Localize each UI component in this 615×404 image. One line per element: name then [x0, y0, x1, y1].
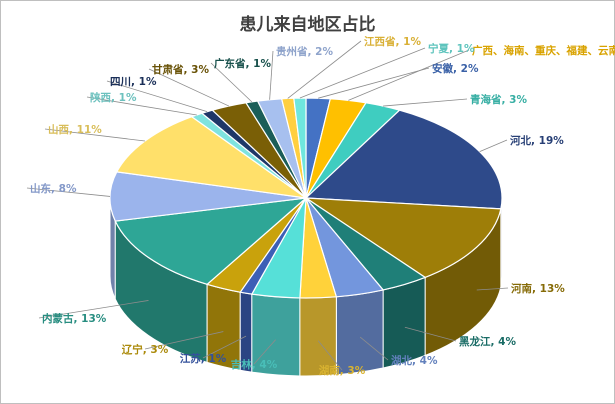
leader-line [44, 128, 146, 142]
slice-label: 贵州省, 2% [276, 45, 333, 58]
slice-label: 宁夏, 1% [428, 42, 475, 55]
leader-line [106, 80, 208, 113]
slice-label: 江西省, 1% [364, 35, 421, 48]
slice-label: 安徽, 2% [432, 62, 479, 75]
leader-line [144, 331, 224, 350]
slice-label: 辽宁, 3% [122, 343, 169, 356]
leader-line [202, 335, 247, 359]
leader-line [318, 67, 430, 99]
pie-slice-12 [114, 197, 308, 286]
slice-label: 山东, 8% [30, 182, 77, 195]
leader-line [404, 326, 457, 342]
slice-label: 内蒙古, 13% [42, 312, 107, 325]
slice-label: 广东省, 1% [214, 57, 271, 70]
slice-side [335, 289, 384, 376]
pie-slice-14 [115, 116, 307, 199]
pie-slice-5 [303, 197, 502, 279]
leader-line [299, 47, 426, 99]
leader-line [253, 339, 276, 365]
slice-label: 湖北, 4% [391, 354, 438, 367]
slice-label: 吉林, 4% [231, 358, 278, 371]
leader-line [383, 98, 468, 107]
pie-top-faces [109, 97, 503, 299]
pie-side-walls [109, 197, 503, 377]
slice-label: 黑龙江, 4% [459, 335, 516, 348]
leader-line [269, 50, 274, 100]
slice-label: 山西, 11% [48, 123, 102, 136]
slice-label: 河南, 13% [511, 282, 565, 295]
slice-label: 青海省, 3% [470, 93, 527, 106]
leader-line [348, 49, 470, 101]
leader-line [26, 187, 111, 197]
leader-line [210, 62, 253, 103]
leader-line [317, 340, 343, 371]
leader-line [359, 336, 389, 361]
slice-label: 江苏, 1% [180, 352, 227, 365]
leader-line [148, 68, 230, 107]
slice-label: 甘肃省, 3% [152, 63, 209, 76]
leader-line [38, 300, 149, 319]
slice-label: 四川, 1% [110, 76, 157, 88]
leader-line [476, 287, 509, 291]
slice-label: 广西、海南、重庆、福建、云南、浙江, 3% [472, 44, 615, 57]
slice-labels: 安徽, 2% 广西、海南、重庆、福建、云南、浙江, 3% 青海省, 3% 河北, 19… [30, 35, 615, 377]
chart-title: 患儿来自地区占比 [239, 15, 376, 35]
leader-line [287, 40, 362, 99]
leader-line [86, 96, 197, 116]
slice-label: 陕西, 1% [90, 91, 137, 104]
slice-label: 河北, 19% [510, 134, 564, 147]
pie-slice-13 [109, 171, 307, 222]
leader-lines [26, 40, 509, 371]
pie-slice-4 [304, 109, 503, 210]
slice-label: 湖南, 3% [319, 364, 366, 377]
leader-line [479, 139, 508, 153]
